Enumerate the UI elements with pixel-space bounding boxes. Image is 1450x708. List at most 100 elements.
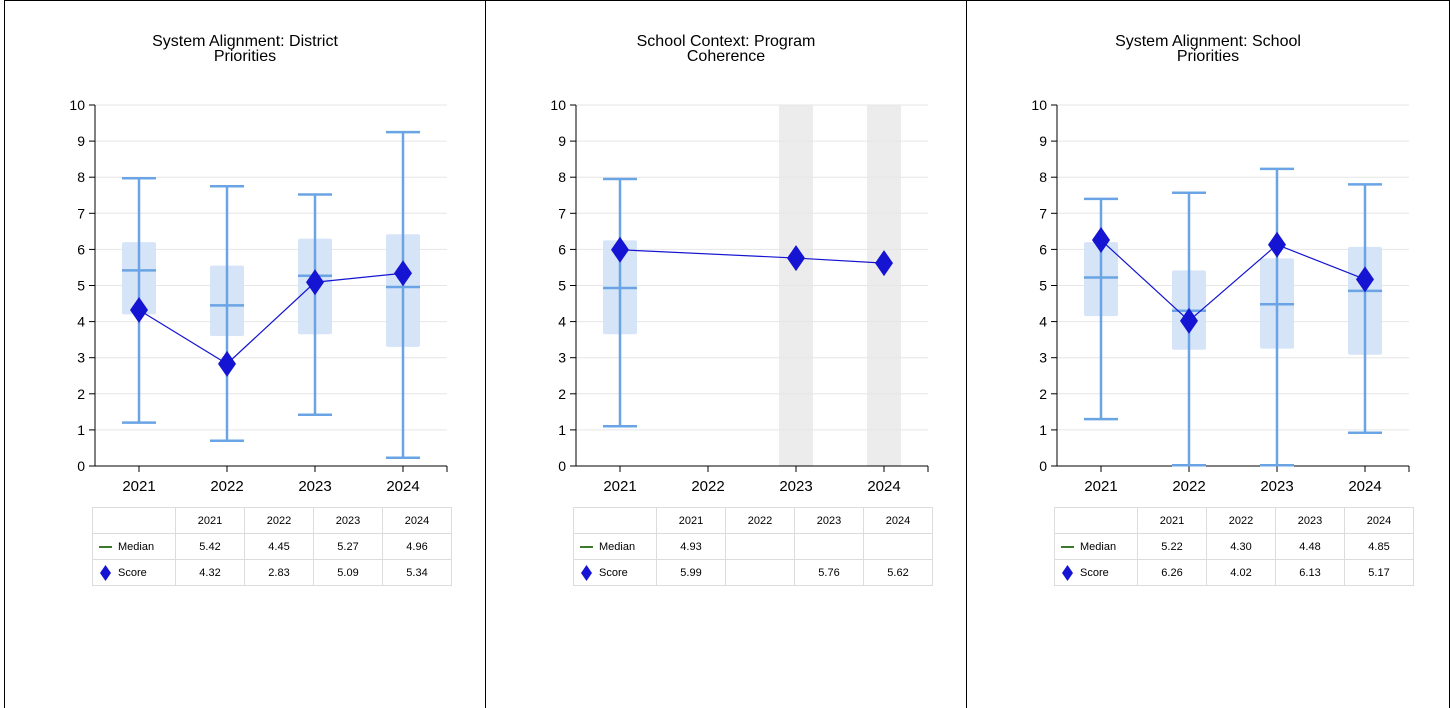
stats-table: 2021 2022 2023 2024 Median 5.22 4.30 4.4…	[1054, 507, 1414, 586]
median-legend-cell: Median	[1054, 533, 1138, 560]
y-tick-label: 10	[1031, 97, 1047, 113]
x-tick-label: 2023	[298, 478, 331, 495]
chart-panel-school-priorities: System Alignment: School Priorities 0 1 2 3…	[966, 0, 1450, 708]
y-tick-label: 0	[1039, 458, 1047, 474]
median-legend-cell: Median	[573, 533, 657, 560]
score-diamond	[1356, 266, 1374, 293]
stats-corner-cell	[1054, 507, 1138, 534]
score-value: 5.17	[1344, 559, 1414, 586]
median-legend-label: Median	[1080, 540, 1117, 553]
stats-year-header: 2023	[794, 507, 864, 534]
y-tick-label: 8	[558, 169, 566, 185]
stats-median-row: Median 5.22 4.30 4.48 4.85	[1054, 533, 1414, 560]
y-tick-label: 7	[1039, 205, 1047, 221]
chart-title-line: Priorities	[213, 48, 277, 65]
chart-title: System Alignment: District Priorities	[5, 33, 485, 65]
score-legend-cell: Score	[573, 559, 657, 586]
score-diamond	[130, 297, 148, 324]
stats-year-header: 2024	[382, 507, 452, 534]
stats-year-header: 2022	[725, 507, 795, 534]
score-value: 4.32	[175, 559, 245, 586]
stats-year-header: 2022	[1206, 507, 1276, 534]
box-plot-chart: 0 1 2 3 4 5 6 7 8 9 10 2021 2022 2023 2024	[550, 97, 929, 495]
median-value: 5.27	[313, 533, 383, 560]
score-diamond	[1092, 227, 1110, 254]
diamond-icon	[100, 564, 111, 581]
y-tick-label: 0	[77, 458, 85, 474]
score-value: 5.76	[794, 559, 864, 586]
median-value: 4.93	[656, 533, 726, 560]
score-value: 5.09	[313, 559, 383, 586]
score-legend-cell: Score	[92, 559, 176, 586]
x-tick-label: 2024	[1348, 478, 1381, 495]
box-plot-chart: 0 1 2 3 4 5 6 7 8 9 10 2021 2022 2023 2024	[69, 97, 448, 495]
y-tick-label: 1	[558, 422, 566, 438]
y-tick-label: 8	[77, 169, 85, 185]
stats-header-row: 2021 2022 2023 2024	[92, 507, 452, 534]
median-value: 4.48	[1275, 533, 1345, 560]
chart-panel-district-priorities: System Alignment: District Priorities 0 1…	[4, 0, 485, 708]
median-value	[863, 533, 933, 560]
y-tick-label: 3	[77, 350, 85, 366]
score-diamond	[875, 250, 893, 277]
x-tick-label: 2024	[867, 478, 900, 495]
stats-table: 2021 2022 2023 2024 Median 5.42 4.45 5.2…	[92, 507, 452, 586]
score-line	[138, 272, 404, 365]
stats-median-row: Median 4.93	[573, 533, 933, 560]
median-legend-label: Median	[118, 540, 155, 553]
score-legend-label: Score	[599, 566, 628, 579]
stats-corner-cell	[92, 507, 176, 534]
x-tick-label: 2023	[779, 478, 812, 495]
y-tick-label: 6	[1039, 241, 1047, 257]
score-line	[1100, 239, 1366, 322]
stats-year-header: 2024	[1344, 507, 1414, 534]
score-diamond	[218, 350, 236, 377]
median-legend-icon	[580, 545, 593, 548]
median-legend-icon	[1061, 545, 1074, 548]
score-diamond	[306, 269, 324, 296]
median-legend-cell: Median	[92, 533, 176, 560]
y-tick-label: 3	[558, 350, 566, 366]
y-tick-label: 9	[77, 133, 85, 149]
score-diamond	[611, 236, 629, 263]
y-tick-label: 0	[558, 458, 566, 474]
median-value: 5.22	[1137, 533, 1207, 560]
y-tick-label: 1	[77, 422, 85, 438]
diamond-icon	[581, 564, 592, 581]
score-diamond	[1180, 307, 1198, 334]
stats-year-header: 2022	[244, 507, 314, 534]
stats-table: 2021 2022 2023 2024 Median 4.93 Score 5.…	[573, 507, 933, 586]
median-value: 4.96	[382, 533, 452, 560]
score-legend-cell: Score	[1054, 559, 1138, 586]
stats-corner-cell	[573, 507, 657, 534]
y-tick-label: 2	[558, 386, 566, 402]
diamond-icon	[1062, 564, 1073, 581]
median-value: 4.85	[1344, 533, 1414, 560]
y-tick-label: 8	[1039, 169, 1047, 185]
stats-median-row: Median 5.42 4.45 5.27 4.96	[92, 533, 452, 560]
y-tick-label: 7	[558, 205, 566, 221]
y-tick-label: 5	[77, 278, 85, 294]
stats-year-header: 2023	[1275, 507, 1345, 534]
stats-score-row: Score 4.32 2.83 5.09 5.34	[92, 559, 452, 586]
y-tick-label: 2	[77, 386, 85, 402]
y-tick-label: 5	[558, 278, 566, 294]
y-tick-label: 10	[69, 97, 85, 113]
score-value: 5.99	[656, 559, 726, 586]
stats-year-header: 2024	[863, 507, 933, 534]
chart-title-line: System Alignment: District	[152, 33, 338, 50]
score-legend-label: Score	[118, 566, 147, 579]
x-tick-label: 2021	[122, 478, 155, 495]
chart-title: System Alignment: School Priorities	[967, 34, 1449, 65]
x-tick-label: 2022	[210, 478, 243, 495]
score-legend-label: Score	[1080, 566, 1109, 579]
score-value: 2.83	[244, 559, 314, 586]
y-tick-label: 4	[77, 314, 85, 330]
stats-score-row: Score 6.26 4.02 6.13 5.17	[1054, 559, 1414, 586]
box-plot-chart: 0 1 2 3 4 5 6 7 8 9 10 2021 2022 2023 2024	[1031, 97, 1410, 495]
x-tick-label: 2023	[1260, 478, 1293, 495]
y-tick-label: 1	[1039, 422, 1047, 438]
chart-title-line: Priorities	[1176, 48, 1240, 65]
median-value: 5.42	[175, 533, 245, 560]
x-tick-label: 2022	[691, 478, 724, 495]
